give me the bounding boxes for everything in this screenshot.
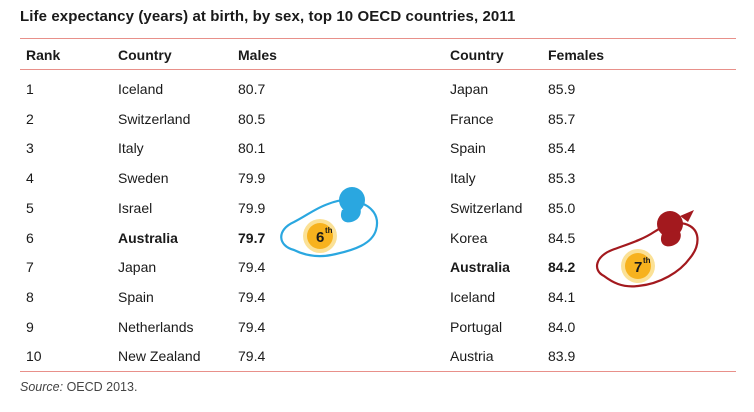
rank-cell: 5: [26, 199, 34, 216]
female-value-cell: 85.4: [548, 140, 576, 157]
male-value-cell: 79.9: [238, 199, 266, 216]
male-country-cell: Italy: [118, 140, 144, 157]
male-value-cell: 79.4: [238, 348, 266, 365]
female-value-cell: 85.3: [548, 170, 576, 187]
header-top-rule: [20, 38, 736, 39]
rank-cell: 6: [26, 229, 34, 246]
female-country-cell: Portugal: [450, 318, 503, 335]
rank-cell: 9: [26, 318, 34, 335]
male-value-cell: 79.9: [238, 170, 266, 187]
male-value-cell: 80.5: [238, 110, 266, 127]
rank-cell: 3: [26, 140, 34, 157]
female-country-cell: Australia: [450, 259, 510, 276]
header-country-males: Country: [118, 47, 172, 63]
male-country-cell: Spain: [118, 288, 154, 305]
female-rank-badge: 7 th: [595, 210, 699, 288]
source-text: OECD 2013.: [63, 380, 138, 394]
source-label: Source:: [20, 380, 64, 394]
female-country-cell: Spain: [450, 140, 486, 157]
male-country-cell: Israel: [118, 199, 153, 216]
male-country-cell: Sweden: [118, 170, 169, 187]
rank-cell: 8: [26, 288, 34, 305]
female-badge-number: 7: [634, 259, 642, 276]
male-badge-medal: 6 th: [303, 219, 337, 253]
female-country-cell: Italy: [450, 170, 476, 187]
male-value-cell: 80.7: [238, 81, 266, 97]
female-country-cell: Japan: [450, 81, 489, 97]
header-females: Females: [548, 47, 605, 63]
female-value-cell: 85.9: [548, 81, 576, 97]
rank-cell: 10: [26, 348, 42, 365]
header-males: Males: [238, 47, 277, 63]
female-value-cell: 84.5: [548, 229, 576, 246]
male-badge-number: 6: [316, 229, 324, 246]
female-country-cell: Iceland: [450, 288, 496, 305]
male-country-cell: New Zealand: [118, 348, 201, 365]
header-rank: Rank: [26, 47, 61, 63]
female-country-cell: Switzerland: [450, 199, 523, 216]
female-value-cell: 85.0: [548, 199, 576, 216]
male-country-cell: Japan: [118, 259, 157, 276]
male-value-cell: 79.7: [238, 229, 266, 246]
female-badge-tail: [660, 230, 681, 247]
female-value-cell: 84.0: [548, 318, 576, 335]
female-value-cell: 84.2: [548, 259, 576, 276]
male-rank-badge: 6 th: [280, 187, 379, 258]
female-badge-medal: 7 th: [621, 249, 655, 283]
rank-cell: 1: [26, 81, 34, 97]
female-country-cell: France: [450, 110, 494, 127]
male-country-cell: Australia: [118, 229, 178, 246]
female-badge-outline: [595, 222, 699, 288]
male-value-cell: 79.4: [238, 318, 266, 335]
table-title: Life expectancy (years) at birth, by sex…: [20, 8, 516, 25]
source-note: Source: OECD 2013.: [20, 380, 137, 394]
header-bottom-rule: [20, 69, 736, 70]
female-badge-body: [680, 210, 694, 222]
female-value-cell: 85.7: [548, 110, 576, 127]
header-country-females: Country: [450, 47, 504, 63]
table-bottom-rule: [20, 371, 736, 372]
male-value-cell: 79.4: [238, 288, 266, 305]
male-country-cell: Netherlands: [118, 318, 194, 335]
male-value-cell: 80.1: [238, 140, 266, 157]
male-badge-suffix: th: [325, 226, 333, 235]
female-value-cell: 83.9: [548, 348, 576, 365]
rank-cell: 2: [26, 110, 34, 127]
male-value-cell: 79.4: [238, 259, 266, 276]
male-country-cell: Iceland: [118, 81, 164, 97]
rank-cell: 7: [26, 259, 34, 276]
female-country-cell: Korea: [450, 229, 488, 246]
female-badge-suffix: th: [643, 256, 651, 265]
female-country-cell: Austria: [450, 348, 494, 365]
male-badge-body: [340, 206, 361, 223]
male-country-cell: Switzerland: [118, 110, 191, 127]
rank-cell: 4: [26, 170, 34, 187]
female-value-cell: 84.1: [548, 288, 576, 305]
